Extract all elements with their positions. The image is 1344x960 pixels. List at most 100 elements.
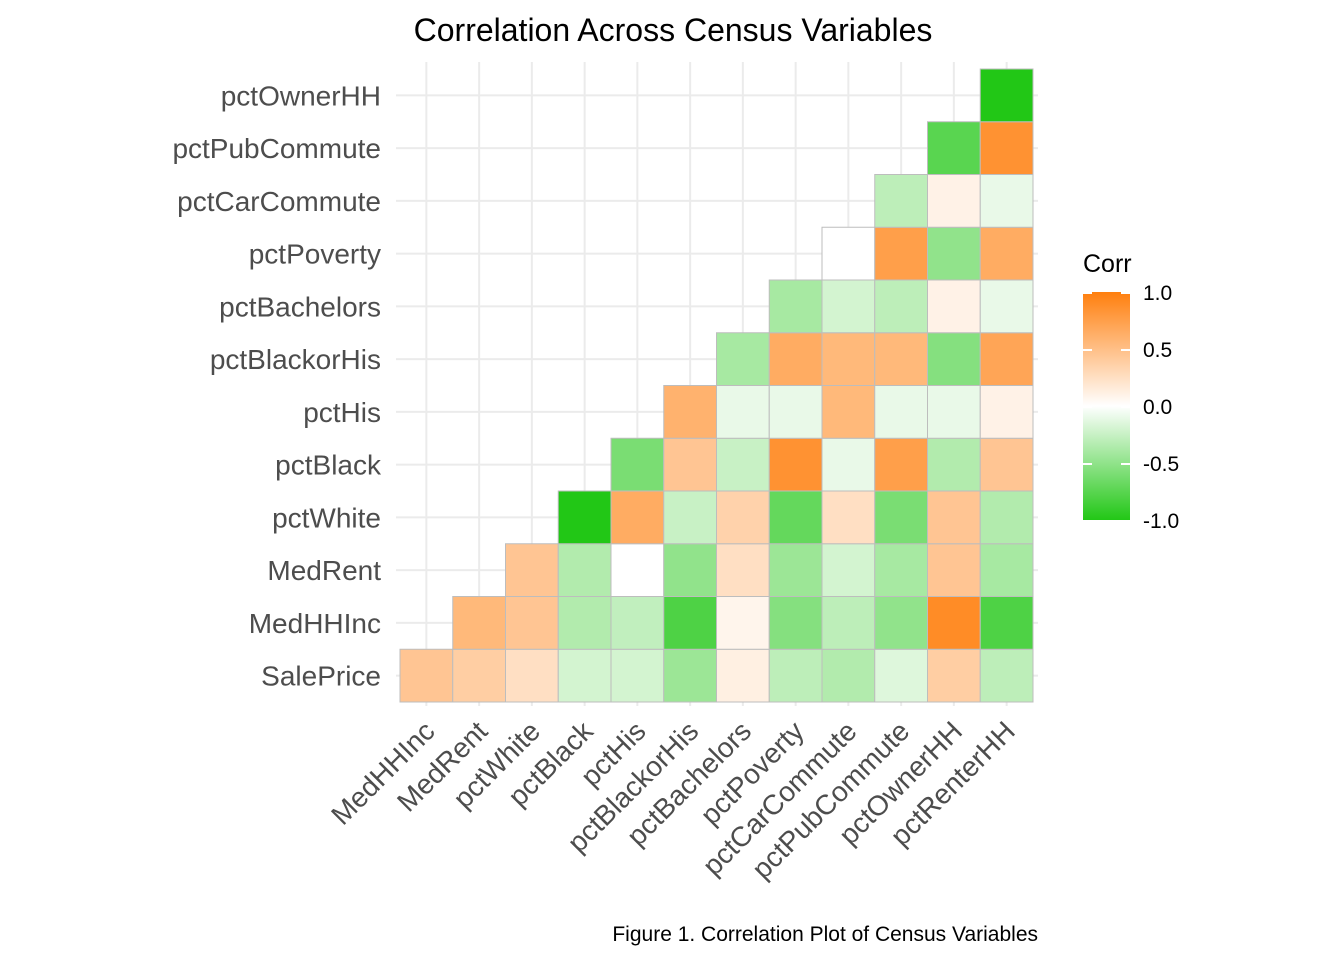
heatmap-cell [874,437,928,492]
heatmap-cell [610,437,665,492]
heatmap-cell [821,332,876,386]
heatmap-cell [768,596,823,650]
heatmap-cell [979,332,1034,386]
heatmap-cell [716,385,770,439]
heatmap-cell [927,437,981,492]
heatmap-cell [716,332,770,386]
heatmap-cell [663,648,717,703]
y-tick-label: pctBlackorHis [210,344,381,375]
heatmap-cell [768,332,823,386]
heatmap-cell [927,332,981,386]
y-tick-label: pctPubCommute [172,133,381,164]
heatmap-cell [399,648,454,703]
heatmap-cell [979,490,1034,545]
heatmap-cell [452,596,506,650]
heatmap-cell [663,596,717,650]
heatmap-cell [979,385,1034,439]
heatmap-cell [821,490,876,545]
heatmap-cell [927,385,981,439]
heatmap-cell [874,490,928,545]
y-tick-label: pctOwnerHH [221,80,381,111]
legend-ticks: 1.0 0.5 0.0 -0.5 -1.0 [1083,282,1179,533]
legend-tick-label: 0.0 [1143,396,1172,419]
heatmap-cell [768,543,823,597]
y-tick-label: MedRent [267,555,381,586]
legend-tick-label: 1.0 [1143,282,1172,305]
legend-tick-label: -1.0 [1143,510,1179,533]
heatmap-cell [979,648,1034,703]
heatmap-cell [768,648,823,703]
heatmap-cell [927,648,981,703]
heatmap-cell [979,226,1034,281]
legend-title: Corr [1083,250,1132,278]
heatmap-cell [505,543,559,597]
heatmap-cell [821,437,876,492]
heatmap-cell [874,385,928,439]
heatmap-cell [716,437,770,492]
heatmap-cell [768,385,823,439]
y-tick-label: MedHHInc [249,608,381,639]
heatmap-cell [716,543,770,597]
y-tick-label: pctPoverty [249,239,381,270]
heatmap-cell [874,332,928,386]
heatmap-cell [821,596,876,650]
heatmap-cell [927,596,981,650]
heatmap-cell [927,226,981,281]
y-tick-label: pctWhite [272,502,381,533]
heatmap-cell [505,648,559,703]
heatmap-cell [874,596,928,650]
legend-tick-label: -0.5 [1143,453,1179,476]
heatmap-cell [557,490,612,545]
heatmap-cell [821,648,876,703]
heatmap-cell [716,648,770,703]
heatmap-cell [768,437,823,492]
heatmap-cell [610,596,665,650]
heatmap-cell [927,279,981,334]
heatmap-cell [979,437,1034,492]
heatmap-cell [610,490,665,545]
legend-tick-label: 0.5 [1143,339,1172,362]
figure-caption: Figure 1. Correlation Plot of Census Var… [612,923,1038,946]
heatmap-cell [557,596,612,650]
heatmap-cell [716,596,770,650]
heatmap-cell [927,543,981,597]
heatmap-cell [874,648,928,703]
heatmap-cell [768,490,823,545]
heatmap-cell [768,279,823,334]
heatmap-cell [610,648,665,703]
legend: Corr 1.0 0.5 0.0 -0.5 -1.0 [1083,250,1179,533]
y-tick-label: pctBlack [275,450,382,481]
heatmap-cell [874,279,928,334]
heatmap-cell [979,121,1034,175]
x-axis-tick-labels: MedHHIncMedRentpctWhitepctBlackpctHispct… [325,715,1021,885]
heatmap-cell [927,490,981,545]
heatmap-cell [874,226,928,281]
heatmap-cell [452,648,506,703]
y-tick-label: pctBachelors [219,291,381,322]
heatmap-cell [979,596,1034,650]
heatmap-cell [821,226,876,281]
heatmap-cell [874,174,928,228]
heatmap-cell [821,385,876,439]
heatmap-cell [979,543,1034,597]
heatmap-cell [557,543,612,597]
heatmap-cell [979,279,1034,334]
y-tick-label: pctCarCommute [177,186,381,217]
heatmap-cell [610,543,665,597]
heatmap-cell [505,596,559,650]
heatmap-cell [663,437,717,492]
heatmap-cell [979,68,1034,123]
y-tick-label: SalePrice [261,661,381,692]
y-axis-tick-labels: SalePrice MedHHInc MedRent pctWhite pctBlack… [172,80,382,691]
heatmap-cell [716,490,770,545]
heatmap-cell [663,490,717,545]
y-tick-label: pctHis [303,397,381,428]
heatmap-cell [979,174,1034,228]
heatmap-cell [663,543,717,597]
heatmap-cell [557,648,612,703]
heatmap-cell [821,543,876,597]
heatmap-cell [927,121,981,175]
heatmap-cell [821,279,876,334]
heatmap-cell [663,385,717,439]
